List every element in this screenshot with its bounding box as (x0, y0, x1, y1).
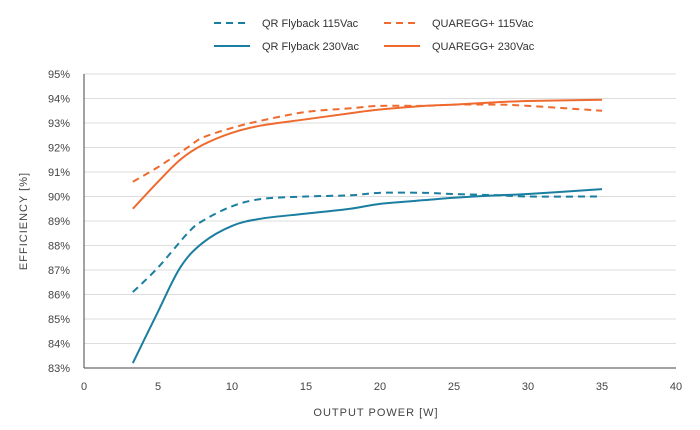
y-axis-title: EFFICIENCY [%] (18, 172, 30, 270)
y-tick-label: 83% (48, 363, 70, 375)
series-line-quaregg-230vac (132, 98, 603, 210)
legend-label-quaregg-115vac: QUAREGG+ 115Vac (432, 18, 534, 30)
legend-label-qr-flyback-230vac: QR Flyback 230Vac (262, 41, 360, 53)
y-tick-label: 90% (48, 192, 70, 204)
y-tick-label: 94% (48, 94, 70, 106)
legend-label-qr-flyback-115vac: QR Flyback 115Vac (262, 18, 359, 30)
x-tick-label: 30 (522, 381, 534, 393)
y-tick-label: 86% (48, 290, 70, 302)
series-line-quaregg-115vac (132, 103, 603, 183)
y-tick-label: 95% (48, 69, 70, 81)
x-tick-label: 0 (81, 381, 87, 393)
y-tick-label: 91% (48, 167, 70, 179)
y-tick-label: 87% (48, 265, 70, 277)
x-tick-label: 15 (300, 381, 312, 393)
legend-label-quaregg-230vac: QUAREGG+ 230Vac (432, 41, 535, 53)
y-tick-label: 85% (48, 314, 70, 326)
y-tick-label: 89% (48, 216, 70, 228)
x-tick-label: 40 (670, 381, 682, 393)
y-tick-label: 93% (48, 118, 70, 130)
x-tick-label: 10 (226, 381, 238, 393)
y-tick-label: 92% (48, 143, 70, 155)
x-tick-label: 5 (155, 381, 161, 393)
x-tick-label: 35 (596, 381, 608, 393)
x-axis-title: OUTPUT POWER [W] (313, 407, 438, 419)
y-tick-label: 88% (48, 241, 70, 253)
series-line-qr-flyback-230vac (131, 188, 603, 364)
x-tick-label: 20 (374, 381, 386, 393)
x-tick-label: 25 (448, 381, 460, 393)
y-tick-label: 84% (48, 339, 70, 351)
